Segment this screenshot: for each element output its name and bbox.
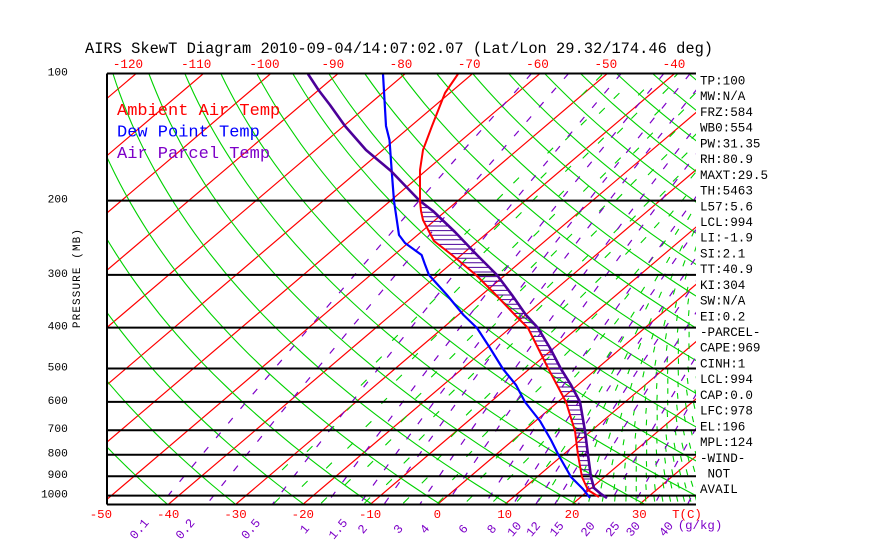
svg-text:900: 900 <box>48 470 68 482</box>
svg-text:-60: -60 <box>526 58 549 72</box>
svg-text:Air Parcel Temp: Air Parcel Temp <box>117 145 270 164</box>
svg-text:L57:5.6: L57:5.6 <box>700 200 753 214</box>
svg-text:600: 600 <box>48 396 68 408</box>
svg-text:TP:100: TP:100 <box>700 75 745 89</box>
svg-text:CINH:1: CINH:1 <box>700 358 745 372</box>
svg-text:EI:0.2: EI:0.2 <box>700 310 745 324</box>
svg-text:TT:40.9: TT:40.9 <box>700 263 753 277</box>
svg-text:(g/kg): (g/kg) <box>678 519 723 533</box>
svg-text:PW:31.35: PW:31.35 <box>700 137 760 151</box>
svg-text:SI:2.1: SI:2.1 <box>700 247 745 261</box>
svg-text:-80: -80 <box>390 58 413 72</box>
svg-text:-PARCEL-: -PARCEL- <box>700 326 760 340</box>
svg-text:20: 20 <box>565 508 580 522</box>
svg-text:FRZ:584: FRZ:584 <box>700 106 753 120</box>
svg-text:-WIND-: -WIND- <box>700 452 745 466</box>
svg-text:LFC:978: LFC:978 <box>700 405 753 419</box>
svg-text:-50: -50 <box>90 508 112 522</box>
svg-text:TH:5463: TH:5463 <box>700 185 753 199</box>
svg-text:CAP:0.0: CAP:0.0 <box>700 389 753 403</box>
svg-text:100: 100 <box>48 68 68 80</box>
svg-text:LCL:994: LCL:994 <box>700 216 753 230</box>
svg-text:1000: 1000 <box>41 490 68 502</box>
svg-text:NOT: NOT <box>708 468 731 482</box>
svg-text:-90: -90 <box>321 58 344 72</box>
svg-text:-30: -30 <box>224 508 246 522</box>
svg-text:-120: -120 <box>113 58 143 72</box>
svg-text:SW:N/A: SW:N/A <box>700 295 746 309</box>
svg-text:-50: -50 <box>594 58 617 72</box>
svg-text:EL:196: EL:196 <box>700 420 745 434</box>
svg-text:MPL:124: MPL:124 <box>700 436 753 450</box>
svg-text:500: 500 <box>48 363 68 375</box>
svg-text:PRESSURE (MB): PRESSURE (MB) <box>72 228 84 328</box>
svg-text:-20: -20 <box>292 508 314 522</box>
svg-text:RH:80.9: RH:80.9 <box>700 153 753 167</box>
svg-text:-100: -100 <box>249 58 279 72</box>
svg-text:400: 400 <box>48 322 68 334</box>
svg-text:WB0:554: WB0:554 <box>700 122 753 136</box>
svg-text:AIRS SkewT Diagram 2010-09-04/: AIRS SkewT Diagram 2010-09-04/14:07:02.0… <box>85 40 713 58</box>
svg-text:800: 800 <box>48 449 68 461</box>
svg-text:-70: -70 <box>458 58 481 72</box>
svg-text:30: 30 <box>632 508 647 522</box>
svg-text:MAXT:29.5: MAXT:29.5 <box>700 169 768 183</box>
svg-text:Dew Point Temp: Dew Point Temp <box>117 124 260 143</box>
svg-text:Ambient Air Temp: Ambient Air Temp <box>117 102 280 121</box>
svg-text:LI:-1.9: LI:-1.9 <box>700 232 753 246</box>
svg-text:LCL:994: LCL:994 <box>700 373 753 387</box>
svg-text:10: 10 <box>497 508 512 522</box>
svg-text:-110: -110 <box>181 58 211 72</box>
svg-text:0: 0 <box>434 508 441 522</box>
svg-text:T(C): T(C) <box>672 508 702 522</box>
svg-text:MW:N/A: MW:N/A <box>700 90 746 104</box>
svg-text:-40: -40 <box>663 58 686 72</box>
svg-text:700: 700 <box>48 424 68 436</box>
svg-text:300: 300 <box>48 269 68 281</box>
svg-text:CAPE:969: CAPE:969 <box>700 342 760 356</box>
svg-text:AVAIL: AVAIL <box>700 483 738 497</box>
svg-text:KI:304: KI:304 <box>700 279 745 293</box>
svg-text:-40: -40 <box>157 508 179 522</box>
svg-text:200: 200 <box>48 195 68 207</box>
svg-text:-10: -10 <box>359 508 381 522</box>
